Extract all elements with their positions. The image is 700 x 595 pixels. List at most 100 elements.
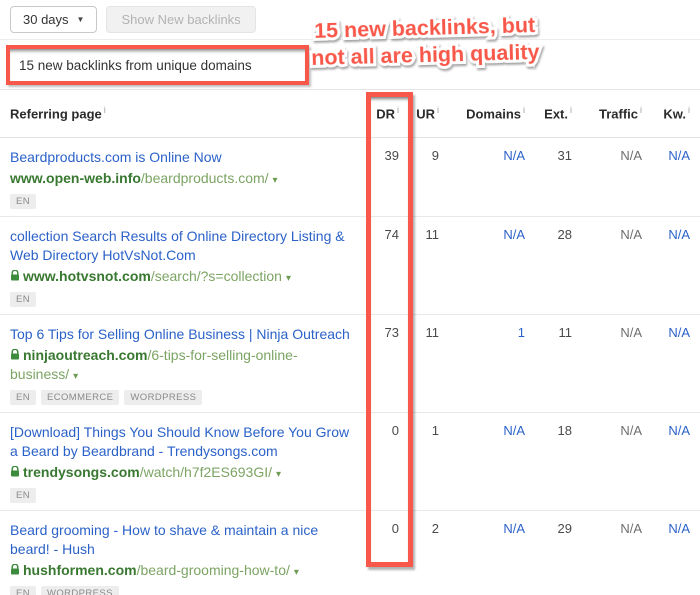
referring-page-cell: Beardproducts.com is Online Now www.open… bbox=[0, 138, 360, 216]
url-dropdown-caret-icon[interactable]: ▾ bbox=[73, 371, 79, 382]
referring-page-title-link[interactable]: Top 6 Tips for Selling Online Business |… bbox=[10, 326, 350, 342]
domains-cell[interactable]: N/A bbox=[503, 148, 525, 163]
url-path: /6-tips-for-selling-online-business/ bbox=[10, 347, 298, 382]
badge: ECOMMERCE bbox=[41, 390, 120, 405]
traffic-cell: N/A bbox=[620, 521, 642, 536]
referring-page-cell: Beard grooming - How to shave & maintain… bbox=[0, 511, 360, 595]
badge: WORDPRESS bbox=[124, 390, 203, 405]
period-dropdown[interactable]: 30 days ▼ bbox=[10, 6, 98, 33]
badge-list: EN bbox=[10, 488, 350, 503]
url-dropdown-caret-icon[interactable]: ▾ bbox=[272, 175, 278, 186]
column-header-domains[interactable]: Domains i bbox=[466, 105, 525, 122]
kw-cell[interactable]: N/A bbox=[668, 521, 690, 536]
badge-list: EN bbox=[10, 292, 350, 307]
summary-highlight-box: 15 new backlinks from unique domains bbox=[6, 45, 309, 85]
column-header-dr[interactable]: DR i bbox=[376, 105, 399, 122]
badge: EN bbox=[10, 292, 36, 307]
lock-icon bbox=[10, 346, 20, 365]
url-path: /watch/h7f2ES693GI/ bbox=[139, 464, 273, 480]
kw-cell[interactable]: N/A bbox=[668, 227, 690, 242]
badge: EN bbox=[10, 194, 36, 209]
column-header-kw[interactable]: Kw. i bbox=[663, 105, 690, 122]
domains-cell[interactable]: N/A bbox=[503, 227, 525, 242]
ext-cell: 11 bbox=[558, 325, 573, 340]
dr-cell: 73 bbox=[384, 325, 399, 340]
summary-bar: 15 new backlinks from unique domains bbox=[0, 40, 700, 90]
url-path: /search/?s=collection bbox=[150, 268, 282, 284]
referring-page-url-link[interactable]: www.open-web.info/beardproducts.com/▾ bbox=[10, 169, 350, 190]
info-icon: i bbox=[523, 105, 525, 116]
summary-text: 15 new backlinks from unique domains bbox=[19, 57, 252, 73]
domains-cell[interactable]: 1 bbox=[517, 325, 525, 340]
referring-page-title-link[interactable]: Beard grooming - How to shave & maintain… bbox=[10, 522, 319, 557]
info-icon: i bbox=[688, 105, 690, 116]
url-domain: www.hotvsnot.com bbox=[23, 268, 151, 284]
lock-icon bbox=[10, 267, 20, 286]
column-header-referring-page[interactable]: Referring page i bbox=[10, 105, 106, 122]
dr-cell: 0 bbox=[391, 521, 399, 536]
table-header-row: Referring page i DR i UR i Domains i Ext. i T… bbox=[0, 90, 700, 138]
referring-page-url-link[interactable]: ninjaoutreach.com/6-tips-for-selling-onl… bbox=[10, 346, 350, 386]
table-row: [Download] Things You Should Know Before… bbox=[0, 413, 700, 511]
url-dropdown-caret-icon[interactable]: ▾ bbox=[276, 469, 282, 480]
url-domain: ninjaoutreach.com bbox=[23, 347, 148, 363]
url-path: /beard-grooming-how-to/ bbox=[136, 562, 290, 578]
referring-page-url-link[interactable]: www.hotvsnot.com/search/?s=collection ▾ bbox=[10, 267, 350, 288]
badge-list: EN bbox=[10, 194, 350, 209]
badge: EN bbox=[10, 488, 36, 503]
referring-page-title-link[interactable]: [Download] Things You Should Know Before… bbox=[10, 424, 350, 459]
table-row: Beardproducts.com is Online Now www.open… bbox=[0, 138, 700, 217]
column-header-traffic[interactable]: Traffic i bbox=[598, 105, 642, 122]
url-domain: trendysongs.com bbox=[23, 464, 140, 480]
kw-cell[interactable]: N/A bbox=[668, 148, 690, 163]
ext-cell: 31 bbox=[557, 148, 572, 163]
referring-page-cell: [Download] Things You Should Know Before… bbox=[0, 413, 360, 510]
referring-page-url-link[interactable]: hushformen.com/beard-grooming-how-to/▾ bbox=[10, 561, 350, 582]
table-row: collection Search Results of Online Dire… bbox=[0, 217, 700, 315]
ur-cell: 11 bbox=[425, 227, 440, 242]
toolbar: 30 days ▼ Show New backlinks bbox=[0, 0, 700, 40]
ur-cell: 1 bbox=[431, 423, 439, 438]
kw-cell[interactable]: N/A bbox=[668, 423, 690, 438]
referring-page-url-link[interactable]: trendysongs.com/watch/h7f2ES693GI/▾ bbox=[10, 463, 350, 484]
badge: EN bbox=[10, 390, 36, 405]
show-new-backlinks-button[interactable]: Show New backlinks bbox=[106, 6, 256, 33]
lock-icon bbox=[10, 561, 20, 580]
badge: EN bbox=[10, 586, 36, 595]
kw-cell[interactable]: N/A bbox=[668, 325, 690, 340]
referring-page-title-link[interactable]: Beardproducts.com is Online Now bbox=[10, 149, 222, 165]
url-dropdown-caret-icon[interactable]: ▾ bbox=[293, 567, 299, 578]
url-domain: hushformen.com bbox=[23, 562, 137, 578]
period-dropdown-label: 30 days bbox=[23, 12, 69, 27]
referring-page-cell: collection Search Results of Online Dire… bbox=[0, 217, 360, 314]
traffic-cell: N/A bbox=[620, 227, 642, 242]
chevron-down-icon: ▼ bbox=[76, 15, 85, 24]
traffic-cell: N/A bbox=[620, 423, 642, 438]
badge: WORDPRESS bbox=[41, 586, 119, 595]
column-header-ur[interactable]: UR i bbox=[416, 105, 439, 122]
ext-cell: 18 bbox=[557, 423, 572, 438]
badge-list: EN ECOMMERCE WORDPRESS bbox=[10, 390, 350, 405]
url-path: /beardproducts.com/ bbox=[140, 170, 269, 186]
referring-page-title-link[interactable]: collection Search Results of Online Dire… bbox=[10, 228, 345, 263]
ur-cell: 2 bbox=[431, 521, 439, 536]
domains-cell[interactable]: N/A bbox=[503, 521, 525, 536]
ext-cell: 28 bbox=[557, 227, 572, 242]
dr-cell: 74 bbox=[384, 227, 399, 242]
table-row: Top 6 Tips for Selling Online Business |… bbox=[0, 315, 700, 413]
info-icon: i bbox=[570, 105, 572, 116]
dr-cell: 39 bbox=[384, 148, 399, 163]
badge-list: EN WORDPRESS bbox=[10, 586, 350, 595]
info-icon: i bbox=[640, 105, 642, 116]
ur-cell: 11 bbox=[425, 325, 440, 340]
info-icon: i bbox=[437, 105, 439, 116]
dr-cell: 0 bbox=[391, 423, 399, 438]
domains-cell[interactable]: N/A bbox=[503, 423, 525, 438]
ext-cell: 29 bbox=[557, 521, 572, 536]
traffic-cell: N/A bbox=[620, 148, 642, 163]
url-dropdown-caret-icon[interactable]: ▾ bbox=[285, 273, 291, 284]
column-header-ext[interactable]: Ext. i bbox=[544, 105, 572, 122]
table-body: Beardproducts.com is Online Now www.open… bbox=[0, 138, 700, 595]
info-icon: i bbox=[103, 105, 106, 116]
